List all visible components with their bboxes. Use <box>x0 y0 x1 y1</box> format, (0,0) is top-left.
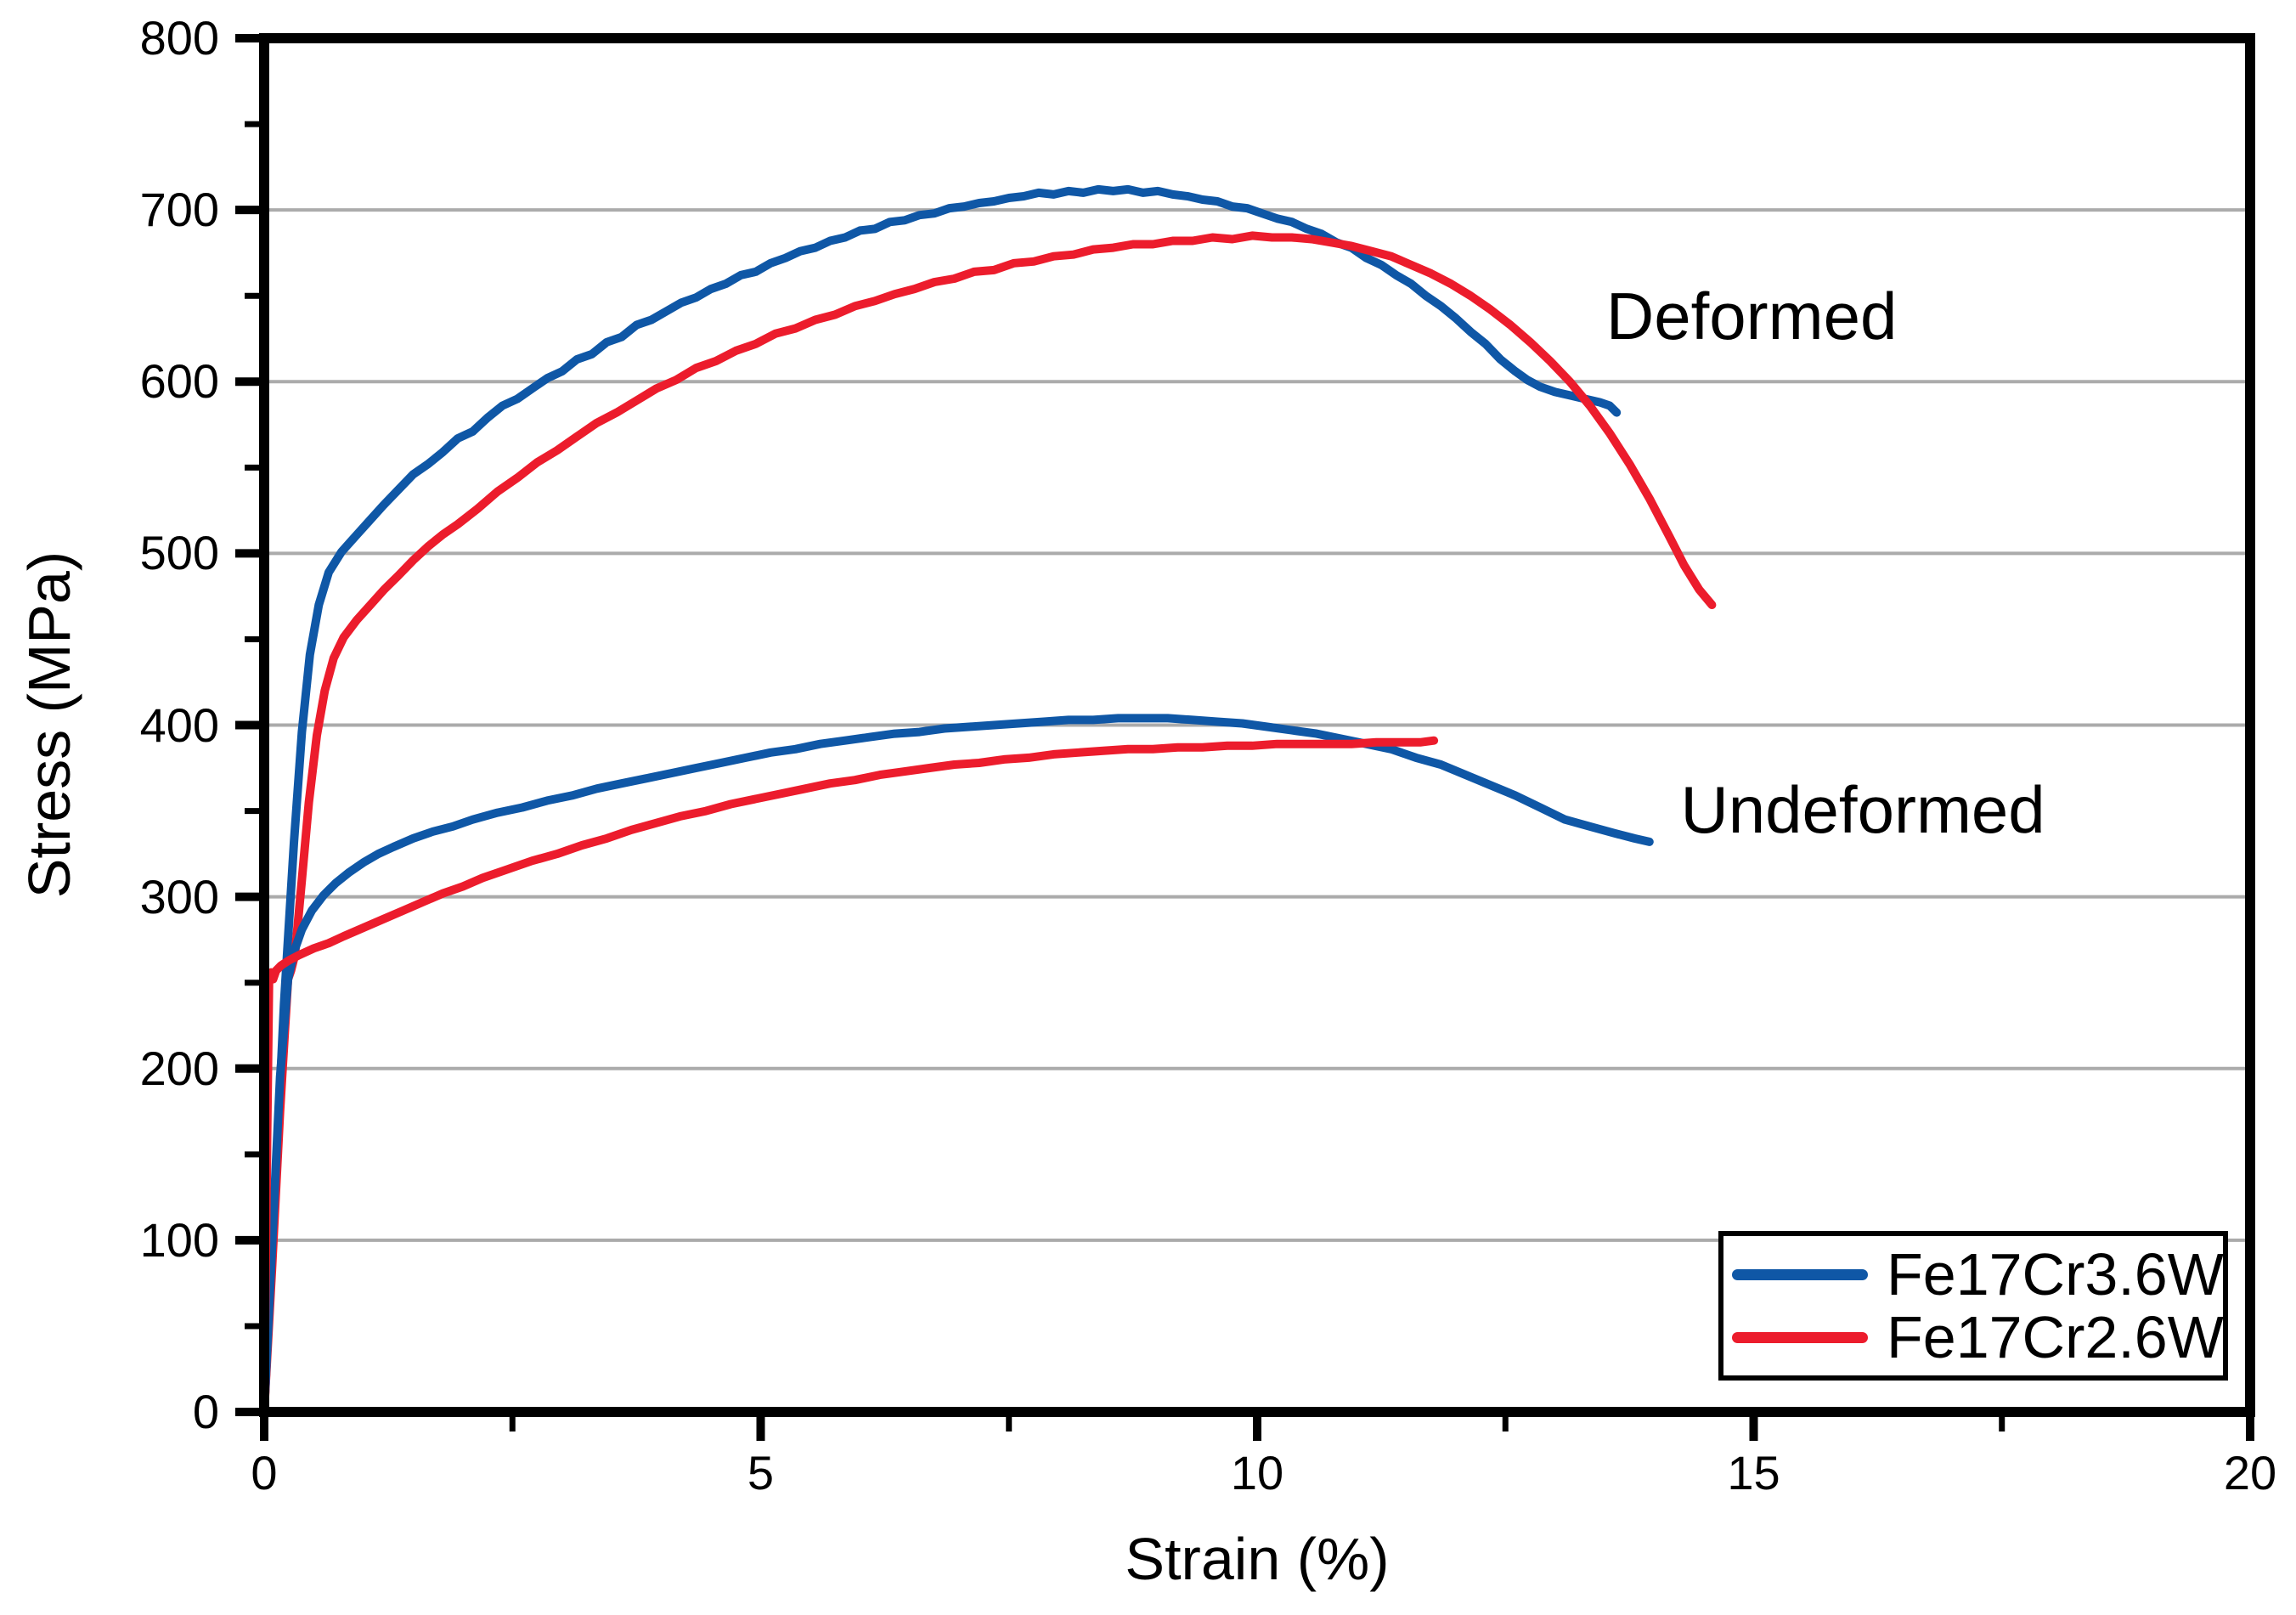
curve-fe17cr3-6w-undeformed <box>260 714 1654 1416</box>
y-axis-title: Stress (MPa) <box>16 551 82 899</box>
legend-label: Fe17Cr2.6W <box>1887 1304 2224 1370</box>
y-tick-label-500: 500 <box>139 526 219 580</box>
x-tick-label-20: 20 <box>2223 1446 2277 1499</box>
y-tick-label-800: 800 <box>139 11 219 65</box>
y-tick-label-200: 200 <box>139 1041 219 1095</box>
curve-fe17cr2-6w-undeformed <box>260 736 1439 1416</box>
legend-label: Fe17Cr3.6W <box>1887 1241 2224 1307</box>
legend-line-sample-blue <box>1732 1268 1868 1280</box>
legend-line-sample-red <box>1732 1331 1868 1343</box>
plot-gridlines <box>264 208 2250 1242</box>
y-tick-label-400: 400 <box>139 697 219 752</box>
y-tick-label-600: 600 <box>139 354 219 409</box>
legend-entry-fe17cr2-6w: Fe17Cr2.6W <box>1732 1307 2224 1367</box>
curve-fe17cr3-6w-deformed <box>260 184 1622 1416</box>
plot-frame <box>259 33 2255 1417</box>
y-tick-label-100: 100 <box>139 1212 219 1267</box>
y-tick-label-300: 300 <box>139 869 219 923</box>
y-tick-label-0: 0 <box>192 1385 219 1438</box>
annotation-undeformed: Undeformed <box>1680 771 2045 847</box>
y-tick-label-700: 700 <box>139 183 219 237</box>
x-tick-label-5: 5 <box>747 1446 775 1499</box>
curve-fe17cr2-6w-deformed <box>260 231 1717 1416</box>
x-axis-title: Strain (%) <box>1125 1526 1390 1592</box>
annotation-deformed: Deformed <box>1605 279 1898 354</box>
x-tick-label-0: 0 <box>251 1446 278 1499</box>
curves <box>260 184 1717 1416</box>
axis-ticks <box>235 34 2254 1441</box>
legend: Fe17Cr3.6W Fe17Cr2.6W <box>1718 1231 2228 1381</box>
x-tick-label-10: 10 <box>1230 1446 1284 1499</box>
x-tick-label-15: 15 <box>1727 1446 1780 1499</box>
legend-entry-fe17cr3-6w: Fe17Cr3.6W <box>1732 1245 2224 1304</box>
